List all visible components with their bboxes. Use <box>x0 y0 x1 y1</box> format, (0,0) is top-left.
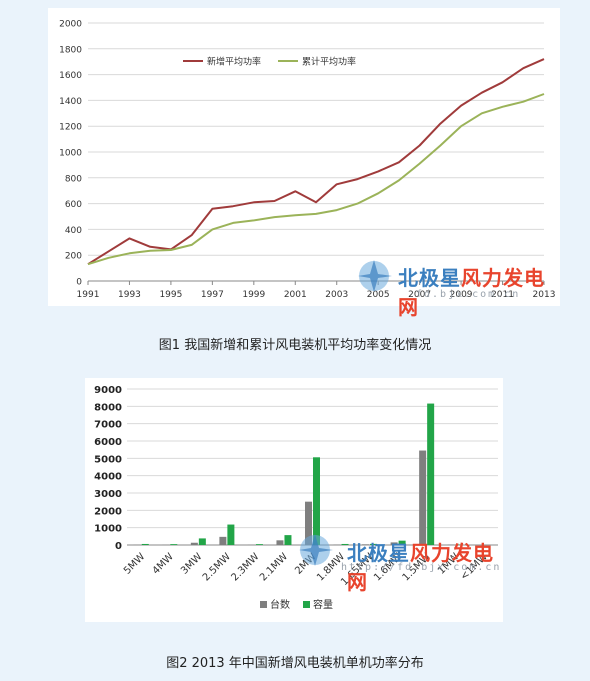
watermark-text: 北极星风力发电网 <box>347 537 503 595</box>
legend-swatch <box>260 601 267 608</box>
x-tick-label: 2007 <box>408 290 431 300</box>
y-tick-label: 0 <box>115 541 122 552</box>
y-tick-label: 1000 <box>94 524 122 535</box>
y-tick-label: 8000 <box>94 402 122 413</box>
bar <box>198 538 206 545</box>
x-tick-label: 2003 <box>325 290 348 300</box>
bar <box>447 544 455 545</box>
figure2-caption: 图2 2013 年中国新增风电装机单机功率分布 <box>166 656 424 671</box>
y-tick-label: 6000 <box>94 437 122 448</box>
x-tick-label: 2.5MW <box>201 551 233 583</box>
watermark-url: http://fd.bjx.com.cn <box>341 562 502 573</box>
x-tick-label: 2011 <box>491 290 514 300</box>
y-tick-label: 4000 <box>94 472 122 483</box>
y-tick-label: 9000 <box>94 385 122 396</box>
watermark-logo-icon <box>299 534 333 566</box>
y-tick-label: 200 <box>65 252 82 262</box>
x-tick-label: 2.3MW <box>229 551 261 583</box>
x-tick-label: 1997 <box>201 290 224 300</box>
watermark-logo-icon <box>358 260 392 292</box>
bar <box>427 403 435 545</box>
x-tick-label: 5MW <box>122 551 147 576</box>
y-tick-label: 1600 <box>59 71 82 81</box>
y-tick-label: 2000 <box>94 506 122 517</box>
x-tick-label: 2001 <box>284 290 307 300</box>
y-tick-label: 1800 <box>59 45 82 55</box>
bar <box>276 540 284 545</box>
y-tick-label: 2000 <box>59 20 82 30</box>
y-tick-label: 400 <box>65 226 82 236</box>
bar <box>455 544 463 545</box>
bar <box>370 543 378 545</box>
x-tick-label: 3MW <box>179 551 204 576</box>
x-tick-label: 4MW <box>151 551 176 576</box>
watermark-text: 北极星风力发电网 <box>398 262 560 320</box>
bar <box>313 457 320 545</box>
x-tick-label: 1995 <box>159 290 182 300</box>
watermark-part2: 风力发电网 <box>347 541 494 594</box>
y-tick-label: 0 <box>76 278 82 288</box>
bar <box>219 536 227 545</box>
series-line <box>87 58 545 266</box>
bar <box>419 450 427 545</box>
bar <box>305 501 312 545</box>
bar <box>170 544 178 545</box>
legend-label: 累计平均功率 <box>302 56 356 68</box>
bar <box>284 535 292 545</box>
line-chart-panel: 0 200 400 600 800 1000 1200 1400 1600 1800 2000 199… <box>48 8 560 319</box>
bar <box>341 543 349 545</box>
watermark-part2: 风力发电网 <box>398 266 545 319</box>
bar-chart: 0 1000 2000 3000 4000 5000 6000 7000 8000 9000 5MW… <box>94 385 498 611</box>
bar <box>227 524 235 545</box>
x-tick-label: 1991 <box>77 290 100 300</box>
watermark-part1: 北极星 <box>347 541 410 565</box>
y-tick-label: 1200 <box>59 123 82 133</box>
series-line <box>87 93 545 266</box>
bar <box>255 544 263 545</box>
x-tick-label: 1993 <box>118 290 141 300</box>
watermark-url: fd.bjx.com.cn <box>416 289 521 300</box>
y-tick-label: 1000 <box>59 149 82 159</box>
bar <box>390 542 398 545</box>
legend-label: 容量 <box>313 598 333 611</box>
x-tick-label: 2005 <box>367 290 390 300</box>
y-tick-label: 7000 <box>94 420 122 431</box>
y-tick-label: 1400 <box>59 97 82 107</box>
x-tick-label: 1999 <box>242 290 265 300</box>
bar <box>333 544 341 545</box>
y-tick-label: 3000 <box>94 489 122 500</box>
watermark-part1: 北极星 <box>398 266 461 290</box>
y-tick-label: 800 <box>65 174 82 184</box>
x-tick-label: 2009 <box>450 290 473 300</box>
line-chart: 0 200 400 600 800 1000 1200 1400 1600 1800 2000 199… <box>59 20 556 301</box>
figure1-caption: 图1 我国新增和累计风电装机平均功率变化情况 <box>158 338 432 353</box>
x-tick-label: 2.1MW <box>258 551 290 583</box>
bar <box>362 544 370 545</box>
bar-chart-panel: 0 1000 2000 3000 4000 5000 6000 7000 8000 9000 5MW… <box>85 378 503 622</box>
bar <box>398 540 406 545</box>
legend-swatch <box>303 601 310 608</box>
legend-label: 新增平均功率 <box>207 56 261 68</box>
y-tick-label: 5000 <box>94 454 122 465</box>
bar <box>190 542 198 545</box>
x-tick-label: 2013 <box>533 290 556 300</box>
bar <box>141 543 149 545</box>
legend-label: 台数 <box>270 598 290 611</box>
y-tick-label: 600 <box>65 200 82 210</box>
